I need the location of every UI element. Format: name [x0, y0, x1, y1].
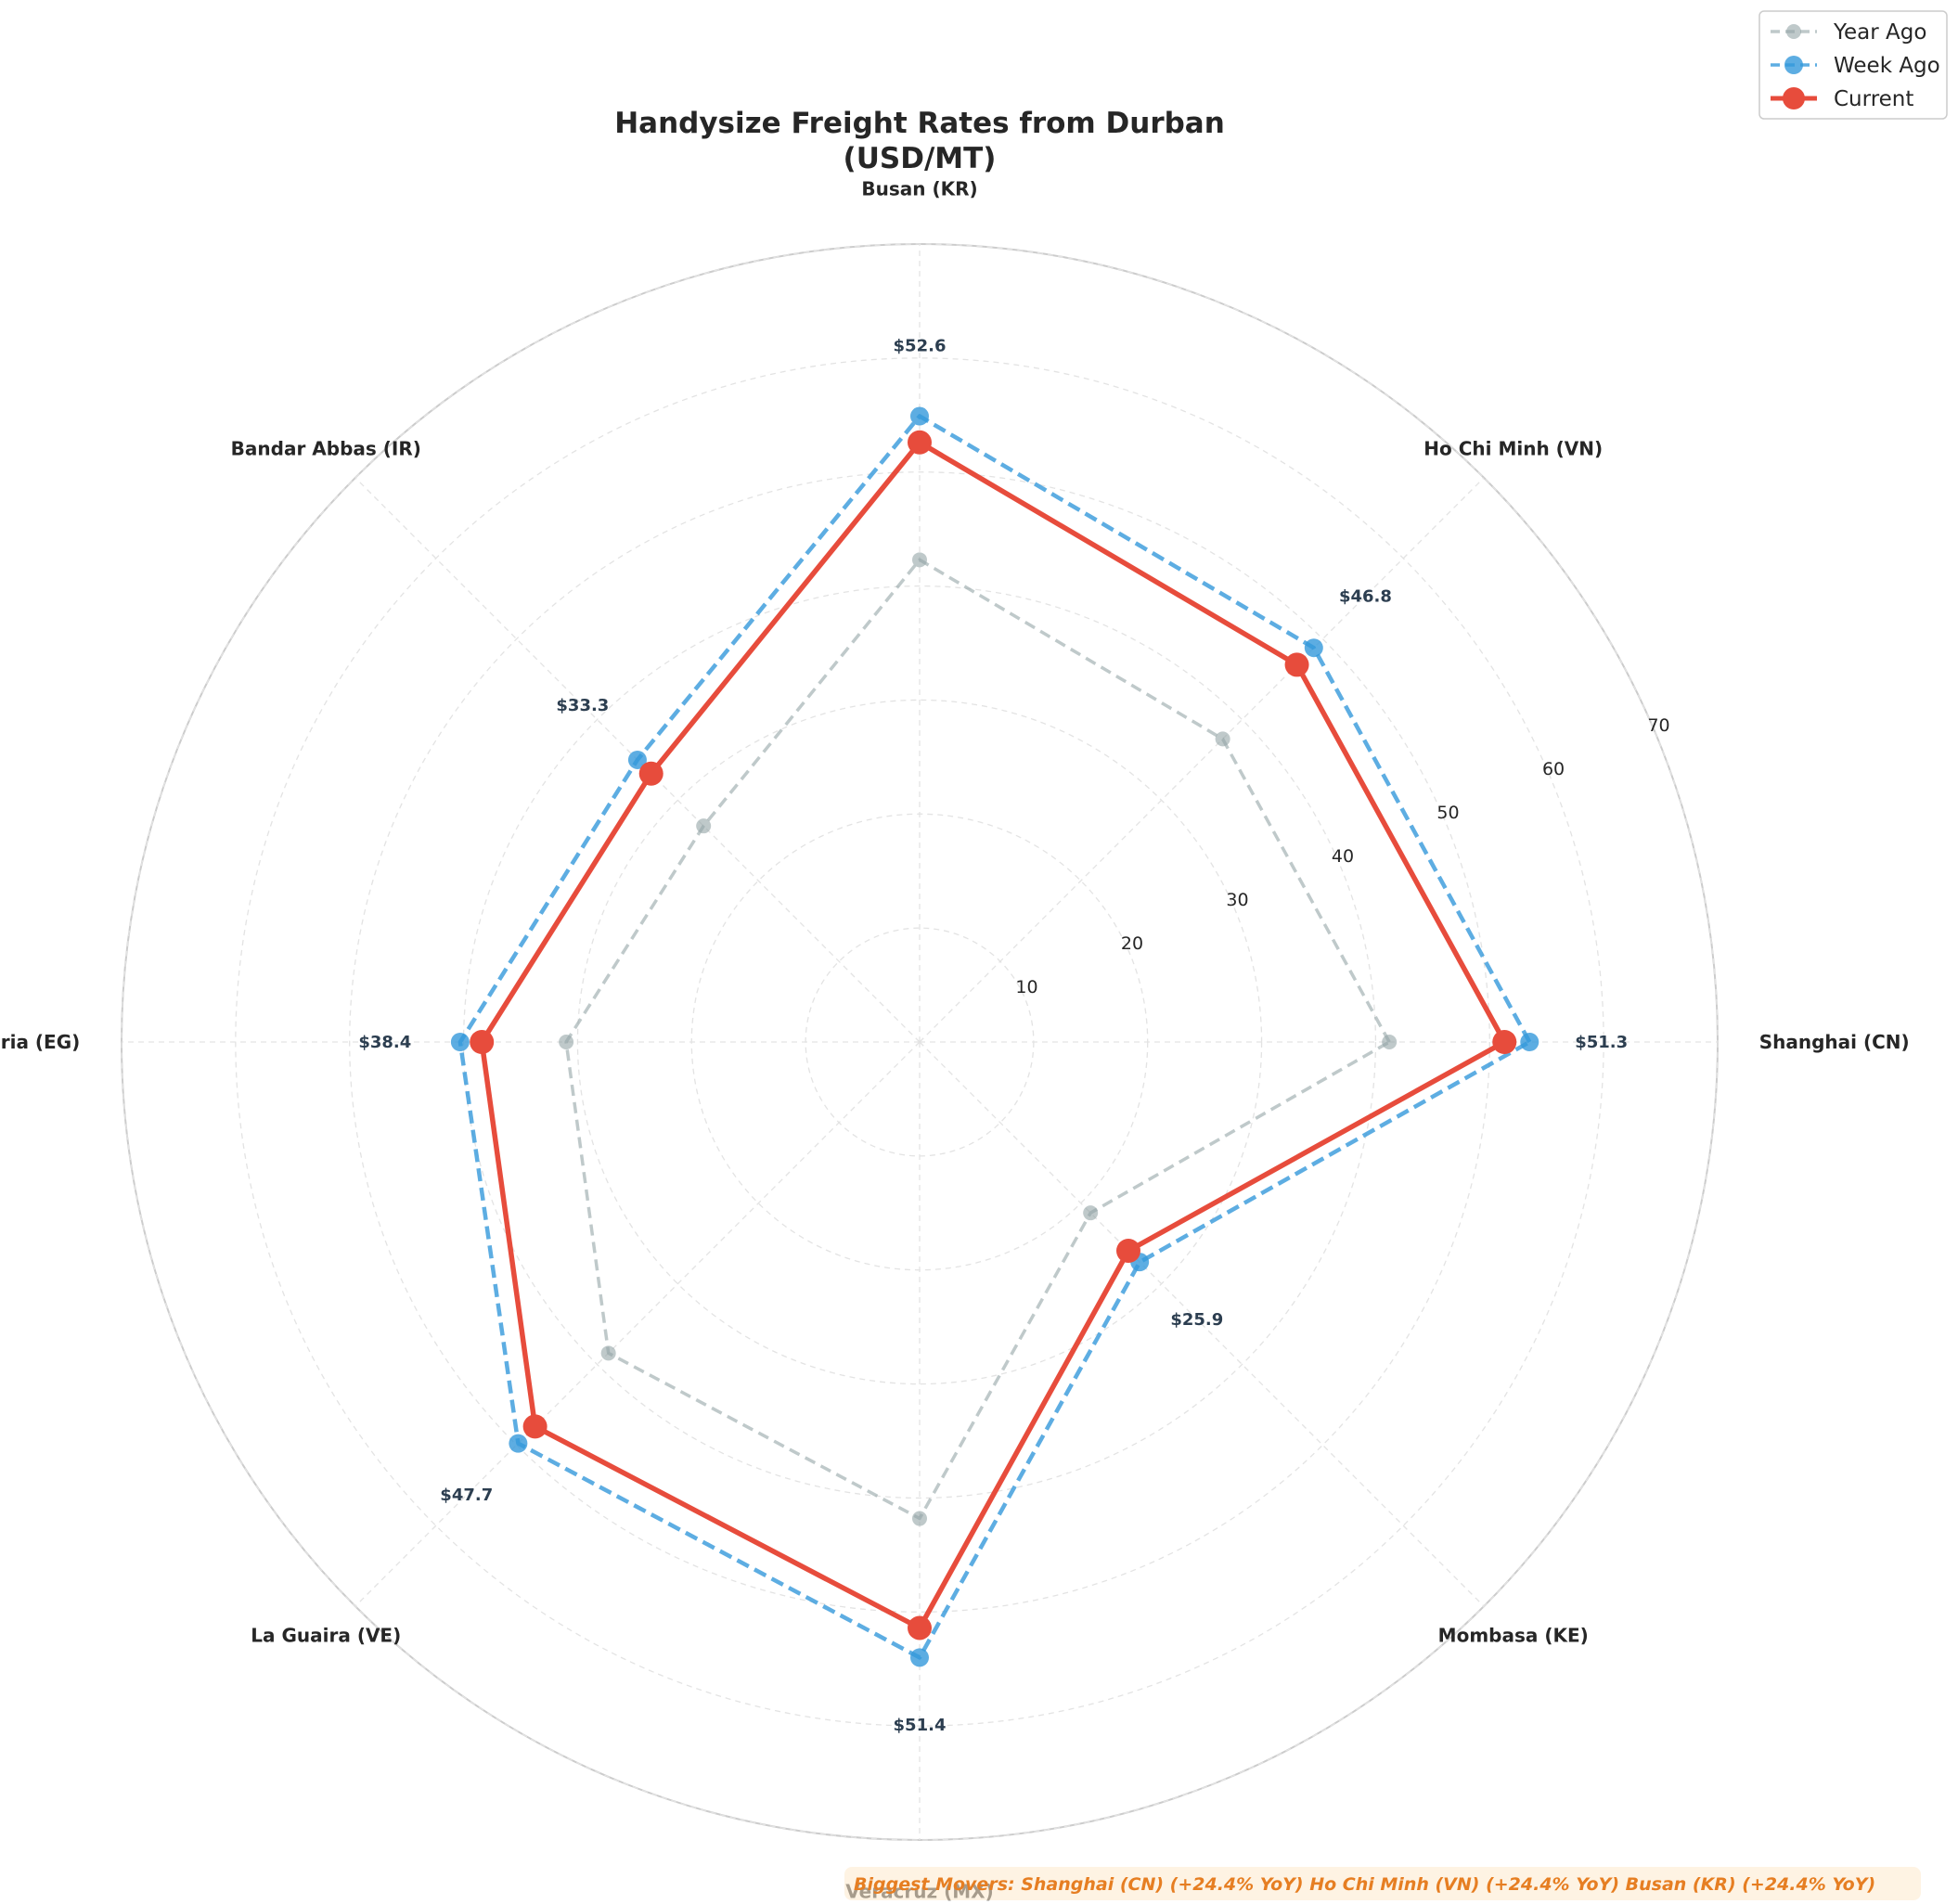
spoke-la-guaira-ve [354, 1041, 921, 1607]
legend-label-current: Current [1834, 87, 1913, 111]
series-layer [450, 406, 1539, 1667]
value-label-la-guaira-ve: $47.7 [440, 1486, 493, 1505]
series-point-year-ago-ho-chi-minh-vn [1215, 731, 1230, 747]
radial-tick-label-50: 50 [1436, 803, 1459, 823]
axis-label-ho-chi-minh-vn: Ho Chi Minh (VN) [1423, 437, 1603, 459]
legend-label-year-ago: Year Ago [1833, 20, 1926, 45]
value-label-alexandria-eg: $38.4 [358, 1033, 411, 1052]
legend-item-year-ago: Year Ago [1771, 20, 1926, 45]
axis-label-mombasa-ke: Mombasa (KE) [1438, 1625, 1589, 1647]
series-point-year-ago-bandar-abbas-ir [696, 818, 712, 834]
series-line-current [479, 440, 1508, 1631]
value-label-bandar-abbas-ir: $33.3 [556, 696, 609, 715]
series-point-year-ago-veracruz-mx [912, 1511, 927, 1526]
series-point-current-busan-kr [908, 430, 932, 455]
spoke-ho-chi-minh-vn [919, 477, 1485, 1043]
axis-label-shanghai-cn: Shanghai (CN) [1759, 1031, 1910, 1053]
series-point-year-ago-shanghai-cn [1382, 1035, 1398, 1049]
series-current [470, 430, 1517, 1640]
series-point-year-ago-la-guaira-ve [600, 1345, 616, 1361]
legend-marker-week-ago [1784, 56, 1803, 74]
chart-title-line-1: Handysize Freight Rates from Durban [614, 107, 1225, 140]
radial-tick-label-70: 70 [1647, 715, 1669, 736]
series-point-week-ago-alexandria-eg [450, 1033, 470, 1051]
radial-tick-label-60: 60 [1542, 759, 1565, 779]
radial-tick-label-30: 30 [1226, 890, 1248, 910]
axis-label-la-guaira-ve: La Guaira (VE) [251, 1625, 401, 1647]
series-point-year-ago-alexandria-eg [559, 1035, 574, 1049]
series-point-year-ago-busan-kr [912, 552, 927, 568]
spoke-mombasa-ke [919, 1041, 1485, 1607]
series-point-current-mombasa-ke [1116, 1239, 1141, 1264]
series-week-ago [450, 406, 1539, 1667]
series-point-week-ago-la-guaira-ve [509, 1434, 528, 1453]
legend-marker-year-ago [1786, 24, 1801, 39]
biggest-movers-text: Biggest Movers: Shanghai (CN) (+24.4% Yo… [854, 1874, 1875, 1895]
value-label-shanghai-cn: $51.3 [1575, 1033, 1628, 1052]
legend: Year Ago Week Ago Current [1758, 10, 1948, 120]
legend-marker-current [1783, 87, 1805, 109]
biggest-movers-box [844, 1867, 1921, 1900]
series-point-week-ago-ho-chi-minh-vn [1304, 638, 1323, 658]
axis-label-busan-kr: Busan (KR) [861, 177, 977, 199]
chart-title-line-2: (USD/MT) [844, 142, 997, 175]
radial-tick-label-40: 40 [1332, 846, 1354, 867]
series-point-current-alexandria-eg [470, 1030, 495, 1054]
value-label-mombasa-ke: $25.9 [1170, 1310, 1223, 1330]
series-point-current-la-guaira-ve [522, 1414, 547, 1439]
legend-item-current: Current [1771, 87, 1913, 111]
series-point-current-bandar-abbas-ir [638, 761, 663, 786]
series-line-year-ago [564, 558, 1391, 1521]
legend-label-week-ago: Week Ago [1834, 54, 1940, 78]
legend-item-week-ago: Week Ago [1771, 54, 1940, 78]
series-point-week-ago-shanghai-cn [1520, 1033, 1539, 1051]
axis-label-bandar-abbas-ir: Bandar Abbas (IR) [231, 437, 421, 459]
grid-ring-50 [349, 471, 1490, 1613]
axis-label-alexandria-eg: Alexandria (EG) [0, 1031, 80, 1053]
series-point-week-ago-busan-kr [910, 406, 929, 426]
series-point-week-ago-veracruz-mx [910, 1648, 929, 1667]
series-point-current-ho-chi-minh-vn [1284, 652, 1309, 677]
radial-tick-label-10: 10 [1015, 977, 1037, 997]
biggest-movers-note: Biggest Movers: Shanghai (CN) (+24.4% Yo… [844, 1867, 1921, 1900]
series-point-week-ago-bandar-abbas-ir [627, 750, 647, 769]
series-point-current-veracruz-mx [908, 1615, 932, 1640]
legend-frame [1758, 10, 1948, 120]
value-label-busan-kr: $52.6 [894, 336, 947, 355]
radial-tick-label-20: 20 [1121, 933, 1143, 954]
series-point-year-ago-mombasa-ke [1083, 1205, 1099, 1221]
value-label-veracruz-mx: $51.4 [894, 1716, 947, 1735]
series-year-ago [559, 552, 1398, 1526]
series-point-current-shanghai-cn [1492, 1030, 1517, 1054]
value-label-ho-chi-minh-vn: $46.8 [1339, 587, 1392, 607]
